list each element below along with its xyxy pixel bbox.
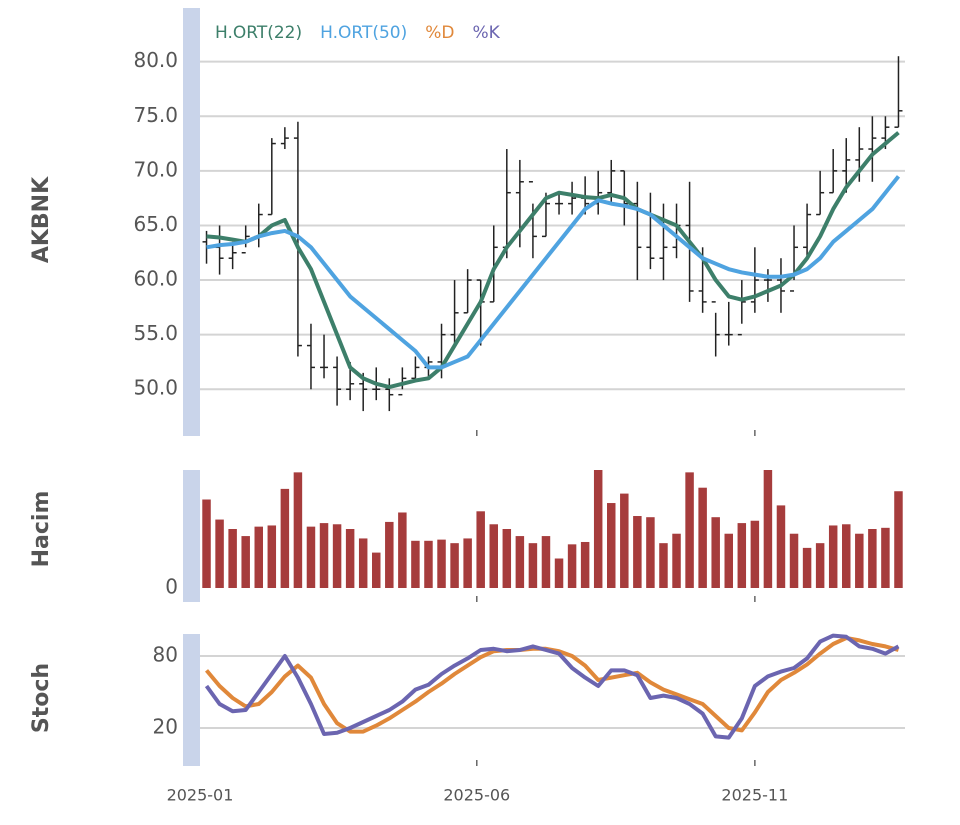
bar: [685, 472, 694, 588]
bar: [476, 511, 485, 588]
y-tick-label: 20: [153, 715, 178, 739]
bar: [489, 524, 498, 588]
y-axis-label: Hacim: [29, 491, 54, 568]
bar: [698, 487, 707, 588]
x-tick-label: 2025-06: [443, 786, 510, 805]
bar: [554, 558, 564, 588]
bar: [293, 472, 303, 588]
bar: [633, 516, 642, 588]
bar: [868, 529, 877, 588]
y-tick-label: 60.0: [133, 267, 178, 291]
y-tick-label: 0: [165, 575, 178, 599]
bar: [358, 538, 368, 588]
bar: [672, 533, 681, 588]
bar: [267, 525, 277, 588]
bar: [515, 536, 525, 588]
bar: [437, 539, 446, 588]
bar: [332, 524, 342, 588]
bar: [567, 544, 577, 588]
bar: [502, 529, 512, 588]
bar: [450, 543, 459, 588]
bar: [398, 512, 407, 588]
bar: [202, 499, 211, 588]
series-line: [204, 633, 900, 740]
bar: [737, 523, 747, 588]
bar: [215, 519, 224, 588]
bar: [345, 529, 355, 588]
bar: [855, 533, 864, 588]
legend-label: H.ORT(22): [215, 23, 302, 43]
bar: [463, 538, 472, 588]
bar: [894, 491, 903, 588]
bar: [802, 547, 812, 588]
bar: [593, 470, 603, 588]
bar: [254, 526, 263, 588]
legend-label: %K: [473, 23, 501, 43]
y-tick-label: 80.0: [133, 48, 178, 72]
y-tick-label: 50.0: [133, 376, 178, 400]
bar: [646, 517, 655, 588]
x-tick-label: 2025-11: [721, 786, 788, 805]
legend-label: H.ORT(50): [320, 23, 407, 43]
bar: [620, 493, 629, 588]
bar: [828, 525, 838, 588]
bar: [881, 527, 890, 588]
bar: [724, 533, 733, 588]
y-tick-label: 55.0: [133, 321, 178, 345]
bar: [711, 517, 720, 588]
bar: [372, 552, 381, 588]
bar: [842, 524, 851, 588]
y-axis-label: AKBNK: [29, 176, 54, 263]
legend-label: %D: [425, 23, 454, 43]
y-tick-label: 65.0: [133, 212, 178, 236]
y-axis-label: Stoch: [29, 663, 54, 733]
bar: [306, 526, 316, 588]
bar: [750, 520, 760, 588]
bar: [541, 536, 551, 588]
bar: [528, 543, 538, 588]
panel-band: [183, 470, 200, 602]
panel-band: [183, 634, 200, 766]
bar: [580, 541, 590, 588]
y-tick-label: 80: [153, 643, 178, 667]
bar: [385, 521, 394, 588]
bar: [815, 543, 825, 588]
x-tick-label: 2025-01: [167, 786, 234, 805]
bar: [659, 543, 668, 588]
y-tick-label: 75.0: [133, 103, 178, 127]
bar: [607, 503, 616, 588]
y-tick-label: 70.0: [133, 157, 178, 181]
bar: [763, 470, 773, 588]
bar: [411, 540, 420, 588]
bar: [789, 533, 799, 588]
bar: [228, 529, 237, 588]
bar: [424, 540, 433, 588]
bar: [776, 505, 786, 588]
series-line: [206, 131, 900, 390]
bar: [280, 488, 290, 588]
series-line: [206, 175, 901, 370]
bar: [241, 536, 250, 588]
panel-band: [183, 8, 200, 436]
bar: [319, 523, 329, 588]
